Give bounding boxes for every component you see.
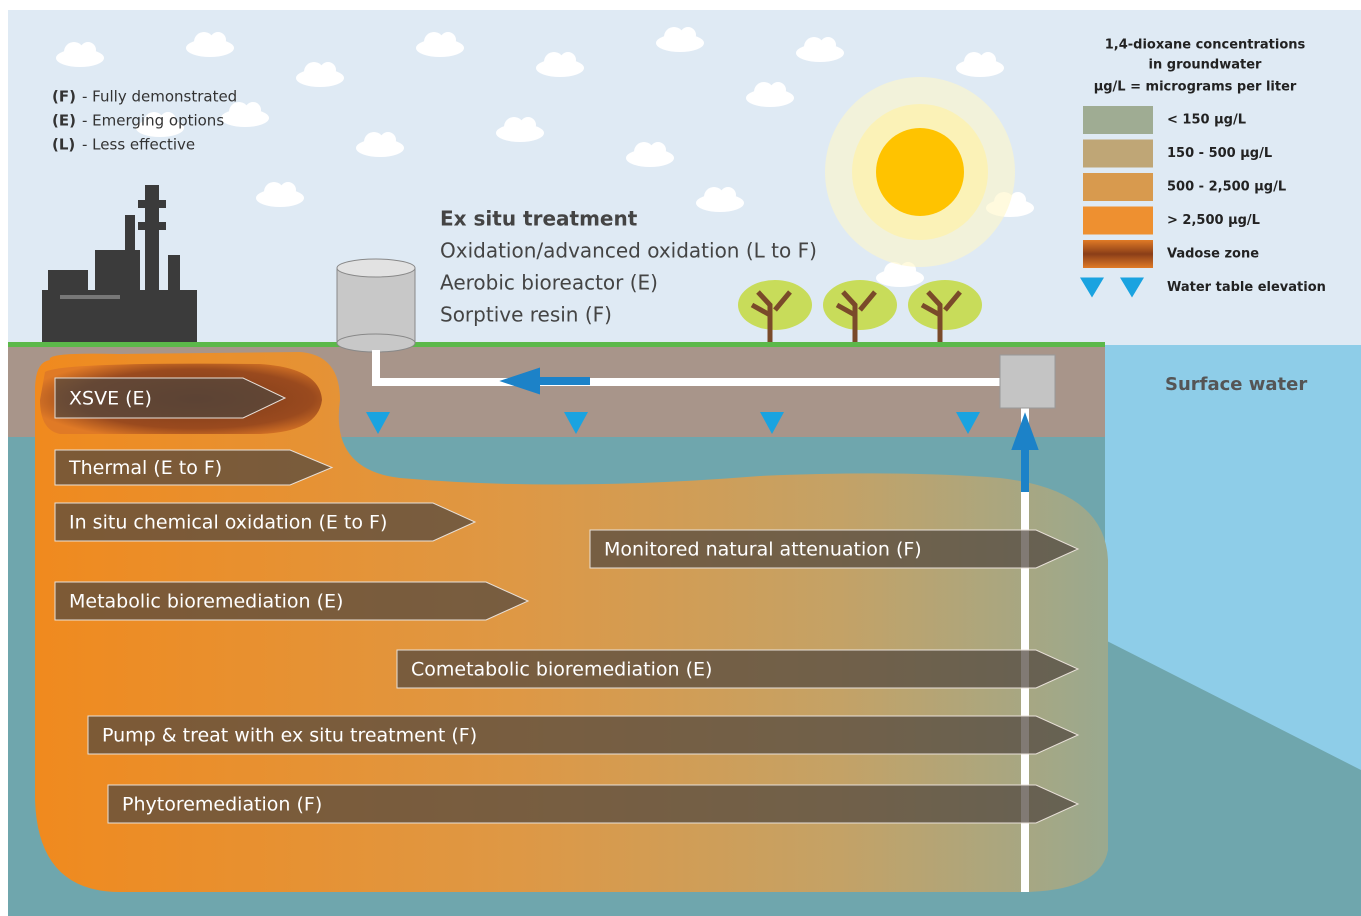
legend-title: in groundwater — [1149, 58, 1263, 73]
technology-label: Metabolic bioremediation (E) — [69, 591, 343, 613]
key-code: (E) — [52, 112, 76, 130]
ex-situ-item: Sorptive resin (F) — [440, 303, 612, 327]
surface-water-label: Surface water — [1165, 374, 1307, 395]
legend-label: Water table elevation — [1167, 280, 1326, 295]
ground-line — [8, 342, 1105, 347]
legend-label: < 150 µg/L — [1167, 113, 1246, 128]
legend-swatch — [1083, 140, 1153, 168]
key-code: (L) — [52, 136, 75, 154]
technology-label: Phytoremediation (F) — [122, 794, 322, 816]
legend-swatch — [1083, 106, 1153, 134]
key-text: - Less effective — [82, 136, 195, 154]
legend-swatch — [1083, 207, 1153, 235]
technology-label: Monitored natural attenuation (F) — [604, 539, 922, 561]
legend-label: 150 - 500 µg/L — [1167, 146, 1272, 161]
technology-label: Thermal (E to F) — [68, 457, 222, 479]
ex-situ-title: Ex situ treatment — [440, 207, 638, 231]
key-code: (F) — [52, 88, 76, 106]
technology-label: In situ chemical oxidation (E to F) — [69, 512, 387, 534]
legend-label: Vadose zone — [1167, 247, 1259, 262]
legend-title: 1,4-dioxane concentrations — [1105, 38, 1306, 53]
key-text: - Fully demonstrated — [82, 88, 237, 106]
sun — [825, 77, 1015, 267]
legend-label: > 2,500 µg/L — [1167, 213, 1260, 228]
legend-subtitle: µg/L = micrograms per liter — [1094, 80, 1297, 95]
ex-situ-item: Oxidation/advanced oxidation (L to F) — [440, 239, 817, 263]
technology-label: Cometabolic bioremediation (E) — [411, 659, 712, 681]
technology-label: Pump & treat with ex situ treatment (F) — [102, 725, 477, 747]
legend-swatch — [1083, 173, 1153, 201]
legend-swatch — [1083, 240, 1153, 268]
diagram: (F) - Fully demonstrated (E) - Emerging opt… — [0, 0, 1361, 916]
legend-label: 500 - 2,500 µg/L — [1167, 180, 1286, 195]
tank — [337, 259, 415, 352]
technology-label: XSVE (E) — [69, 388, 152, 410]
key-text: - Emerging options — [82, 112, 224, 130]
ex-situ-item: Aerobic bioreactor (E) — [440, 271, 658, 295]
